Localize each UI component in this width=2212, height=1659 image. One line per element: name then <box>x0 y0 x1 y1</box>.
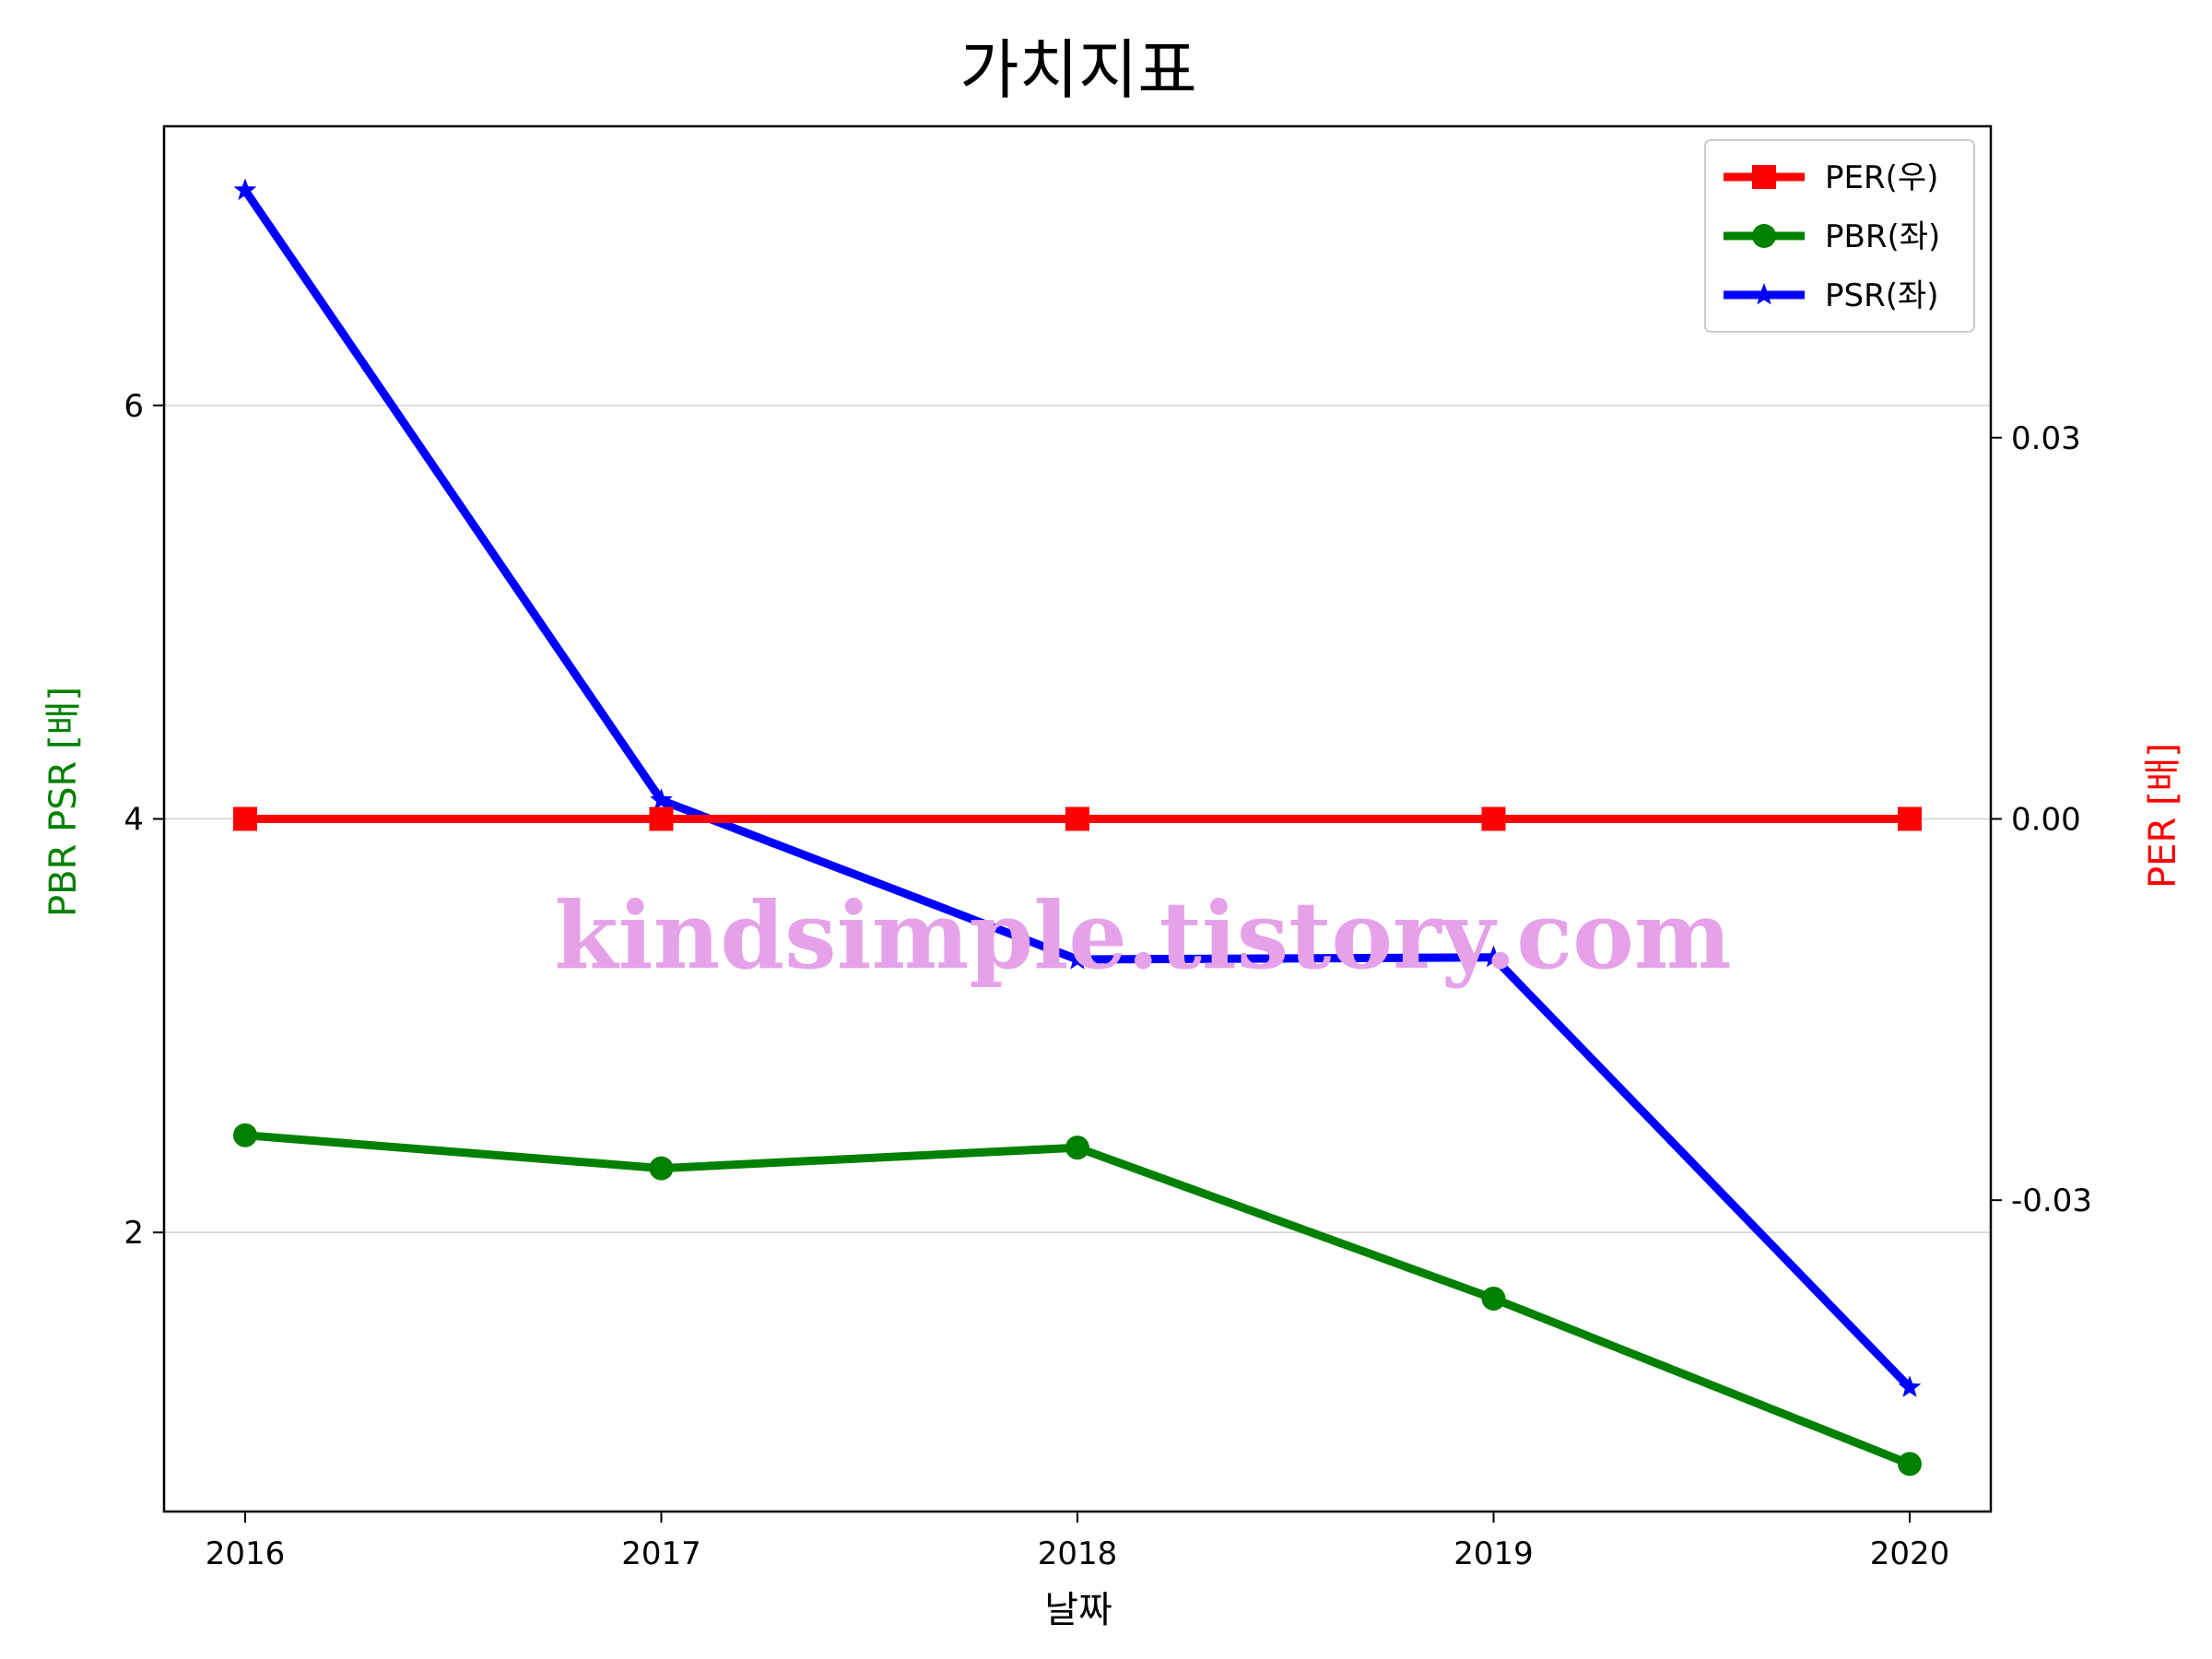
series-per <box>233 806 1922 831</box>
data-point-per <box>1481 806 1506 831</box>
data-point-psr <box>233 178 257 201</box>
data-point-psr <box>1898 1375 1922 1397</box>
right-y-tick-label: 0.00 <box>2011 802 2081 839</box>
legend-label-pbr: PBR(좌) <box>1825 218 1940 255</box>
data-point-pbr <box>233 1123 257 1147</box>
data-point-pbr <box>649 1156 674 1181</box>
series-layer <box>233 178 1922 1477</box>
data-point-per <box>1898 806 1922 831</box>
axes: 2 4 6 -0.03 0.00 0.03 2016 2017 2018 2019 2020 <box>124 388 2092 1572</box>
right-y-tick-label: -0.03 <box>2011 1182 2092 1219</box>
data-point-psr <box>1065 947 1089 970</box>
data-point-pbr <box>1481 1286 1506 1311</box>
x-tick-label: 2018 <box>1038 1535 1118 1572</box>
data-point-pbr <box>1065 1135 1089 1160</box>
x-tick-label: 2017 <box>621 1535 701 1572</box>
right-y-axis-title: PER [배] <box>2142 743 2184 888</box>
right-y-tick-label: 0.03 <box>2011 420 2081 457</box>
legend-marker-pbr <box>1752 224 1776 248</box>
legend-label-per: PER(우) <box>1825 159 1938 196</box>
x-tick-label: 2020 <box>1870 1535 1950 1572</box>
data-point-psr <box>1482 945 1505 968</box>
left-y-tick-label: 4 <box>124 802 144 839</box>
data-point-per <box>233 806 257 831</box>
legend-label-psr: PSR(좌) <box>1825 277 1939 314</box>
x-tick-label: 2016 <box>206 1535 286 1572</box>
left-y-tick-label: 2 <box>124 1215 144 1252</box>
data-point-per <box>1065 806 1089 831</box>
data-point-psr <box>650 788 673 810</box>
left-y-axis-title: PBR PSR [배] <box>42 687 85 917</box>
series-psr <box>233 178 1922 1397</box>
legend-marker-per <box>1752 165 1776 189</box>
x-axis-title: 날짜 <box>1044 1589 1112 1631</box>
left-y-tick-label: 6 <box>124 388 144 425</box>
series-pbr <box>233 1123 1922 1477</box>
data-point-pbr <box>1898 1452 1922 1477</box>
legend-marker-psr <box>1752 283 1776 305</box>
legend: PER(우) PBR(좌) PSR(좌) <box>1704 139 1975 333</box>
watermark: kindsimple.tistory.com <box>554 881 1731 990</box>
data-point-per <box>649 806 674 831</box>
x-tick-label: 2019 <box>1453 1535 1534 1572</box>
chart-title: 가치지표 <box>959 32 1197 108</box>
